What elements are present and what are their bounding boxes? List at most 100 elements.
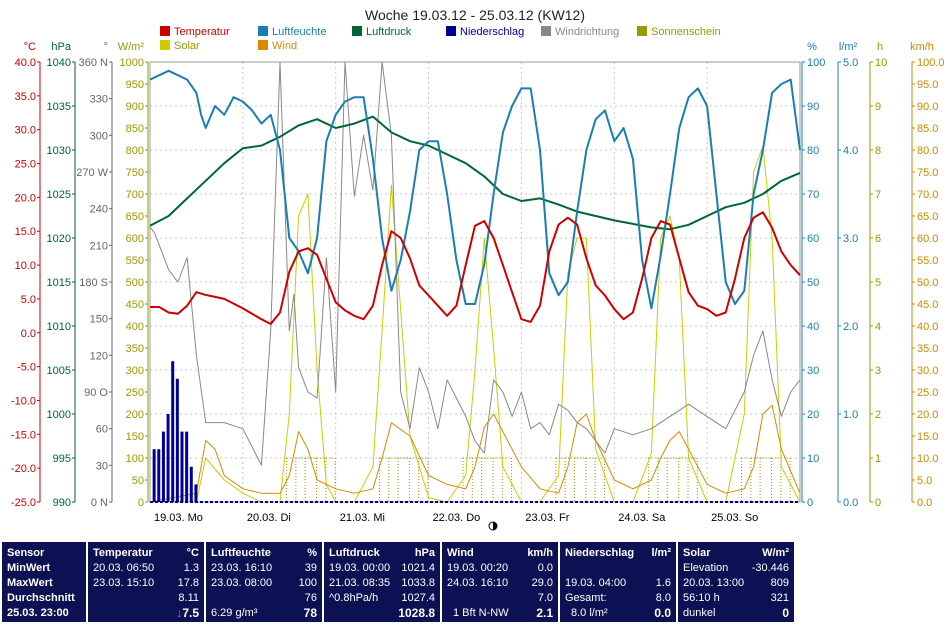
precip-bar bbox=[180, 431, 184, 502]
rain-max-val: 1.6 bbox=[655, 577, 671, 589]
hum-min-val: 39 bbox=[304, 562, 317, 574]
precip-bar bbox=[152, 449, 156, 502]
sunshine-bar bbox=[471, 457, 503, 503]
humidity-line bbox=[149, 69, 801, 310]
legend: Temperatur Luftfeuchte Luftdruck Niederschl… bbox=[160, 26, 721, 52]
axis-left-tick-label: 5.0 bbox=[21, 294, 36, 306]
axis-left-tick-label: 40.0 bbox=[15, 57, 36, 69]
wind-bft: 1 Bft N-NW bbox=[453, 607, 509, 619]
axis-right-tick-label: 60.0 bbox=[917, 233, 938, 245]
axis-left-tick-label: 400 bbox=[126, 321, 144, 333]
precip-bar bbox=[189, 466, 193, 502]
axis-left-tick-label: 450 bbox=[126, 299, 144, 311]
wind-min-val: 0.0 bbox=[537, 562, 553, 574]
axis-left-tick-label: 1040 bbox=[47, 57, 71, 69]
wind-avg: 7.0 bbox=[537, 592, 553, 604]
axis-left-tick-label: 250 bbox=[126, 387, 144, 399]
axis-left-tick-label: 20.0 bbox=[15, 192, 36, 204]
press-trend: ^0.8hPa/h bbox=[329, 592, 379, 604]
sunshine-bar bbox=[750, 457, 782, 503]
axis-right-tick-label: 70.0 bbox=[917, 189, 938, 201]
pressure-box: Luftdruck hPa 19.03. 00:00 1021.4 21.03. 0… bbox=[324, 542, 440, 622]
axis-left-tick-label: -25.0 bbox=[11, 497, 36, 509]
x-day-label: 21.03. Mi bbox=[340, 512, 385, 524]
axis-left-unit: W/m² bbox=[118, 41, 145, 53]
x-day-label: 19.03. Mo bbox=[154, 512, 203, 524]
axis-right-unit: l/m² bbox=[839, 41, 858, 53]
axis-right-tick-label: 90 bbox=[807, 101, 819, 113]
axis-right-tick-label: 45.0 bbox=[917, 299, 938, 311]
axis-left-tick-label: 180 S bbox=[79, 277, 108, 289]
axis-right-tick-label: 70 bbox=[807, 189, 819, 201]
legend-swatch bbox=[637, 26, 647, 36]
solar-max-ts: 20.03. 13:00 bbox=[683, 577, 745, 589]
solar-elev-val: -30.446 bbox=[751, 562, 789, 574]
temperature-line bbox=[150, 211, 801, 325]
axis-right-tick-label: 8 bbox=[875, 145, 881, 157]
chart-title: Woche 19.03.12 - 25.03.12 (KW12) bbox=[365, 7, 585, 23]
axis-right-tick-label: 95.0 bbox=[917, 79, 938, 91]
axis-right-tick-label: 50.0 bbox=[917, 277, 938, 289]
axis-left-tick-label: 50 bbox=[132, 475, 144, 487]
axis-right-tick-label: 60 bbox=[807, 233, 819, 245]
rain-current: 0.0 bbox=[654, 606, 671, 620]
temp-current: 7.5 bbox=[182, 606, 199, 620]
axis-left-tick-label: 650 bbox=[126, 211, 144, 223]
press-max-ts: 21.03. 08:35 bbox=[329, 577, 391, 589]
axis-left-tick-label: 1005 bbox=[47, 365, 71, 377]
legend-label: Temperatur bbox=[174, 26, 230, 38]
rain-total-label: Gesamt: bbox=[565, 592, 607, 604]
wind-max-ts: 24.03. 16:10 bbox=[447, 577, 509, 589]
axis-left-tick-label: 120 bbox=[90, 350, 108, 362]
press-max-val: 1033.8 bbox=[401, 577, 435, 589]
axis-right-tick-label: 15.0 bbox=[917, 431, 938, 443]
rain-title: Niederschlag bbox=[565, 547, 635, 559]
axis-right-tick-label: 5.0 bbox=[917, 475, 932, 487]
legend-label: Wind bbox=[272, 40, 297, 52]
axis-left-tick-label: 30 bbox=[96, 460, 108, 472]
legend-swatch bbox=[160, 26, 170, 36]
axis-left-tick-label: 150 bbox=[90, 314, 108, 326]
x-day-label: 22.03. Do bbox=[433, 512, 481, 524]
axis-left-tick-label: 1015 bbox=[47, 277, 71, 289]
axis-right-tick-label: 2 bbox=[875, 409, 881, 421]
axis-left-tick-label: 800 bbox=[126, 145, 144, 157]
press-current: 1028.8 bbox=[398, 606, 435, 620]
axis-left-tick-label: 210 bbox=[90, 240, 108, 252]
temp-title: Temperatur bbox=[93, 547, 153, 559]
sunshine-bar bbox=[741, 457, 773, 503]
axis-right-tick-label: 65.0 bbox=[917, 211, 938, 223]
axis-left-tick-label: 150 bbox=[126, 431, 144, 443]
moon-phase-shade bbox=[493, 522, 497, 530]
axis-right-tick-label: 40 bbox=[807, 321, 819, 333]
axis-left-tick-label: 300 bbox=[126, 365, 144, 377]
down-arrow-icon: ↓ bbox=[176, 606, 183, 620]
pressure-line bbox=[149, 115, 801, 231]
axis-left-tick-label: 10.0 bbox=[15, 260, 36, 272]
wind-direction-line bbox=[149, 61, 801, 466]
sunshine-bar bbox=[564, 457, 596, 503]
axis-right-tick-label: 100.0 bbox=[917, 57, 945, 69]
axis-right-tick-label: 10.0 bbox=[917, 453, 938, 465]
wind-current: 2.1 bbox=[536, 606, 553, 620]
axis-left-tick-label: 1010 bbox=[47, 321, 71, 333]
legend-swatch bbox=[446, 26, 456, 36]
rain-box: Niederschlag l/m² 19.03. 04:00 1.6 Gesamt:… bbox=[560, 542, 676, 622]
solar-box: Solar W/m² Elevation -30.446 20.03. 13:00 8… bbox=[678, 542, 794, 622]
legend-label: Niederschlag bbox=[460, 26, 524, 38]
axis-left-tick-label: 360 N bbox=[79, 57, 108, 69]
legend-label: Sonnenschein bbox=[651, 26, 721, 38]
axis-right-tick-label: 10 bbox=[875, 57, 887, 69]
axis-left-tick-label: 240 bbox=[90, 204, 108, 216]
axis-right-tick-label: 5.0 bbox=[843, 57, 858, 69]
axis-right-tick-label: 90.0 bbox=[917, 101, 938, 113]
axis-right-tick-label: 25.0 bbox=[917, 387, 938, 399]
x-day-label: 25.03. So bbox=[711, 512, 758, 524]
legend-label: Luftdruck bbox=[366, 26, 412, 38]
legend-label: Windrichtung bbox=[555, 26, 619, 38]
press-avg: 1027.4 bbox=[401, 592, 435, 604]
press-title: Luftdruck bbox=[329, 547, 380, 559]
axis-left-tick-label: 350 bbox=[126, 343, 144, 355]
axis-right-tick-label: 9 bbox=[875, 101, 881, 113]
